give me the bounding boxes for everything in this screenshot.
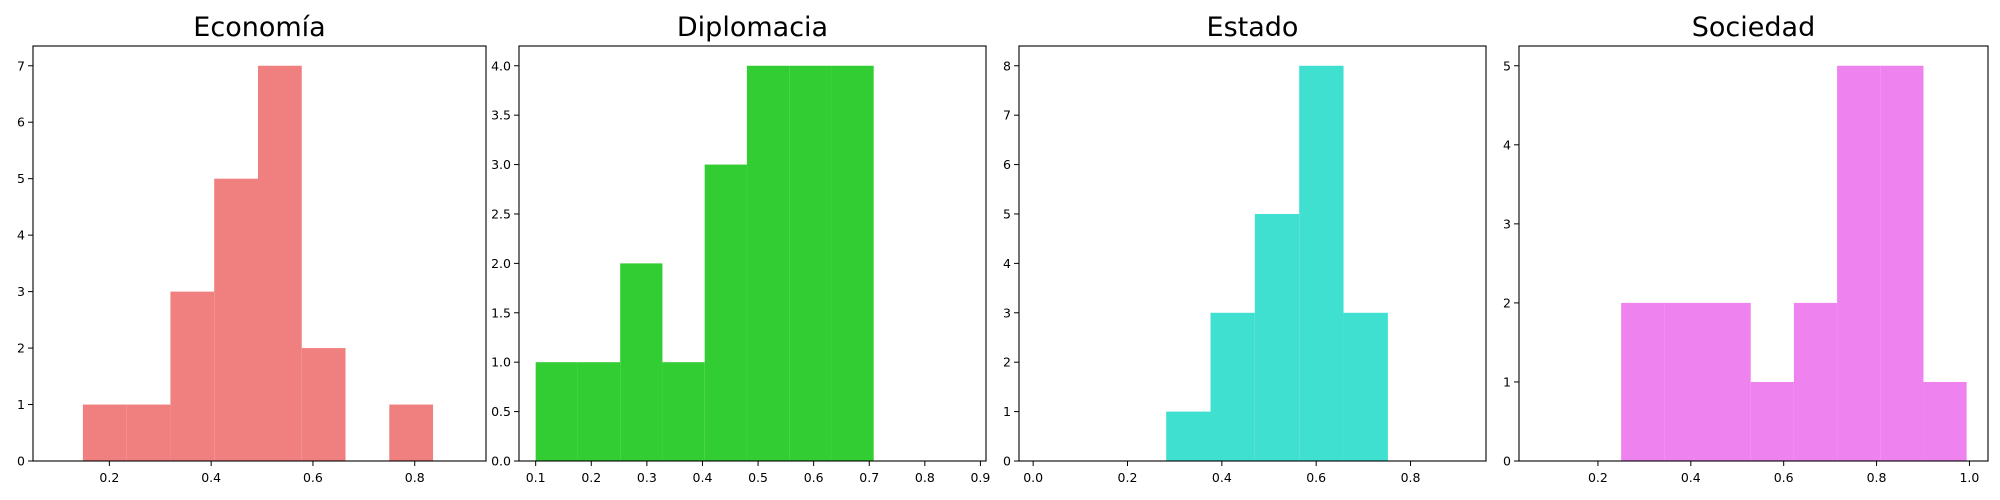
x-tick-label: 0.6 xyxy=(1306,470,1326,485)
y-tick-label: 2 xyxy=(1503,295,1511,310)
x-tick-label: 0.4 xyxy=(1681,470,1701,485)
y-tick-label: 3 xyxy=(1003,305,1011,320)
y-tick-label: 8 xyxy=(1003,58,1011,73)
y-tick-label: 5 xyxy=(1003,206,1011,221)
x-tick-label: 0.8 xyxy=(1401,470,1421,485)
y-tick-label: 2 xyxy=(1003,355,1011,370)
y-tick-label: 4 xyxy=(17,228,25,243)
y-tick-label: 4 xyxy=(1003,256,1011,271)
histogram-bar xyxy=(831,65,874,461)
histogram-bar xyxy=(620,263,663,461)
histogram-bar xyxy=(257,65,302,461)
histogram-bar xyxy=(662,362,705,461)
y-tick-label: 0 xyxy=(1003,454,1011,469)
x-tick-label: 0.7 xyxy=(859,470,879,485)
histogram-bar xyxy=(170,291,215,461)
histogram-bar xyxy=(1880,65,1924,461)
histogram-bar xyxy=(1621,302,1665,461)
y-tick-label: 2.5 xyxy=(491,206,511,221)
y-tick-label: 2 xyxy=(17,341,25,356)
y-tick-label: 6 xyxy=(1003,157,1011,172)
y-tick-label: 3.5 xyxy=(491,108,511,123)
x-tick-label: 0.6 xyxy=(804,470,824,485)
x-tick-label: 1.0 xyxy=(1959,470,1979,485)
y-tick-label: 3 xyxy=(1503,216,1511,231)
subplot-1: 0.2 0.4 0.6 0.8 0 1 2 3 4 5 6 7 Economía xyxy=(17,12,487,485)
histogram-bar xyxy=(214,178,258,461)
x-tick-label: 0.4 xyxy=(693,470,713,485)
histogram-bar xyxy=(1750,381,1794,461)
x-tick-label: 0.3 xyxy=(637,470,657,485)
y-tick-label: 1 xyxy=(1503,374,1511,389)
x-tick-label: 0.2 xyxy=(581,470,601,485)
histogram-bar xyxy=(301,348,346,461)
y-tick-label: 0.5 xyxy=(491,404,511,419)
y-tick-label: 5 xyxy=(1503,58,1511,73)
x-tick-label: 0.4 xyxy=(201,470,221,485)
axes-frame xyxy=(518,45,987,462)
histogram-bar xyxy=(1166,411,1211,461)
y-tick-label: 4.0 xyxy=(491,58,511,73)
x-tick-label: 0.6 xyxy=(303,470,323,485)
x-tick-label: 0.4 xyxy=(1212,470,1232,485)
y-tick-label: 0.0 xyxy=(491,454,511,469)
histogram-bar xyxy=(82,404,127,461)
x-tick-label: 0.8 xyxy=(915,470,935,485)
y-tick-label: 3 xyxy=(17,284,25,299)
y-tick-label: 1 xyxy=(17,397,25,412)
y-tick-label: 1.5 xyxy=(491,305,511,320)
y-tick-label: 1 xyxy=(1003,404,1011,419)
histogram-bar xyxy=(1793,302,1838,461)
x-tick-label: 0.0 xyxy=(1023,470,1043,485)
y-tick-label: 0 xyxy=(17,454,25,469)
histogram-bar xyxy=(789,65,832,461)
y-tick-label: 4 xyxy=(1503,137,1511,152)
histogram-bar xyxy=(1299,65,1344,461)
histogram-bar xyxy=(1210,312,1255,461)
subplot-title: Diplomacia xyxy=(677,12,828,43)
y-tick-label: 5 xyxy=(17,171,25,186)
y-tick-label: 2.0 xyxy=(491,256,511,271)
x-tick-label: 0.2 xyxy=(1118,470,1138,485)
y-tick-label: 3.0 xyxy=(491,157,511,172)
subplot-3: 0.0 0.2 0.4 0.6 0.8 0 1 2 3 4 5 6 7 8 Estado xyxy=(1003,12,1487,485)
histogram-bar xyxy=(1343,312,1388,461)
subplot-4: 0.2 0.4 0.6 0.8 1.0 0 1 2 3 4 5 Sociedad xyxy=(1503,12,1989,485)
x-tick-label: 0.9 xyxy=(970,470,990,485)
y-tick-label: 6 xyxy=(17,115,25,130)
histogram-bar xyxy=(1254,213,1300,461)
x-tick-label: 0.1 xyxy=(526,470,546,485)
x-tick-label: 0.6 xyxy=(1774,470,1794,485)
subplot-title: Estado xyxy=(1207,12,1299,43)
histogram-bar xyxy=(535,362,578,461)
histogram-bar xyxy=(389,404,434,461)
histogram-bar xyxy=(126,404,171,461)
histogram-bar xyxy=(1664,302,1708,461)
histogram-bar xyxy=(577,362,621,461)
histogram-bar xyxy=(1707,302,1751,461)
y-tick-label: 7 xyxy=(17,58,25,73)
histogram-bar xyxy=(746,65,790,461)
y-tick-label: 1.0 xyxy=(491,355,511,370)
y-tick-label: 7 xyxy=(1003,108,1011,123)
x-tick-label: 0.2 xyxy=(99,470,119,485)
histogram-bar xyxy=(1837,65,1881,461)
axes-frame xyxy=(1518,45,1989,462)
x-tick-label: 0.2 xyxy=(1588,470,1608,485)
x-tick-label: 0.8 xyxy=(1867,470,1887,485)
histogram-bar xyxy=(1923,381,1967,461)
subplot-2: 0.1 0.2 0.3 0.4 0.5 0.6 0.7 0.8 0.9 0.0 0.5 1.0 1.5 2… xyxy=(491,12,990,485)
histogram-bar xyxy=(704,164,747,462)
subplot-title: Sociedad xyxy=(1692,12,1815,43)
subplot-title: Economía xyxy=(193,12,325,43)
axes-frame xyxy=(1018,45,1487,462)
x-tick-label: 0.5 xyxy=(748,470,768,485)
y-tick-label: 0 xyxy=(1503,454,1511,469)
axes-frame xyxy=(32,45,487,462)
x-tick-label: 0.8 xyxy=(405,470,425,485)
